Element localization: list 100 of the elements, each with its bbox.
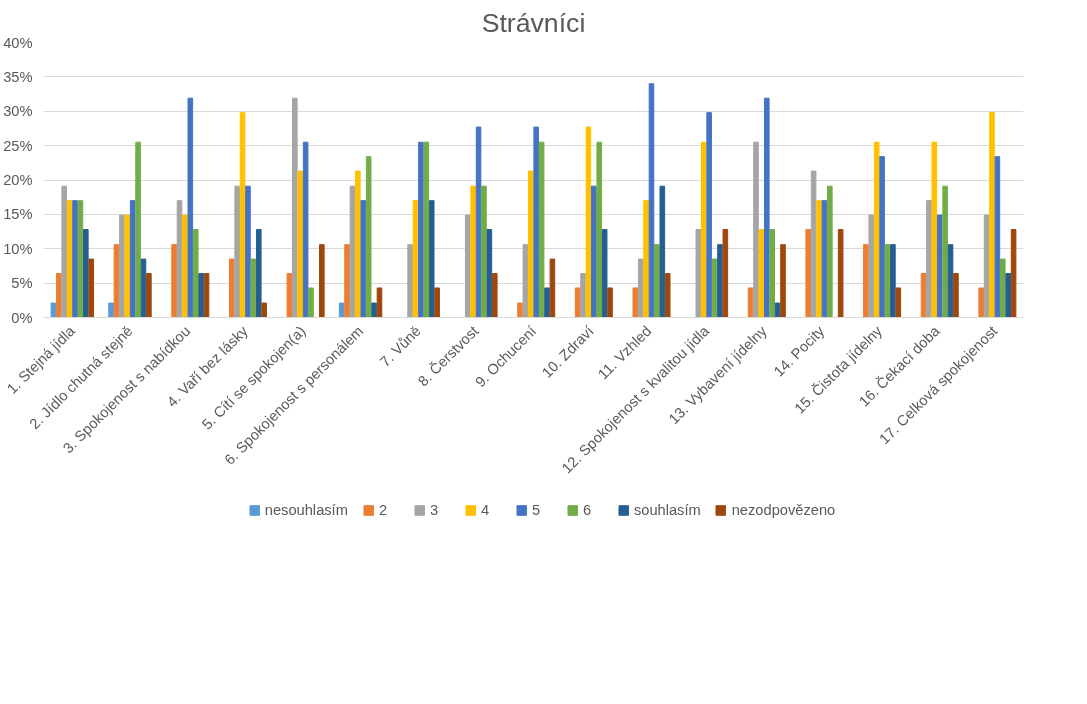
- bar: [475, 126, 482, 318]
- legend-label: 4: [480, 502, 491, 518]
- bar: [464, 214, 471, 318]
- bar: [250, 258, 257, 318]
- bar: [234, 185, 240, 318]
- bar: [1005, 273, 1011, 318]
- bar: [953, 273, 959, 318]
- bar: [302, 141, 309, 318]
- bar: [61, 185, 68, 318]
- bar: [879, 156, 885, 318]
- bar: [171, 244, 177, 318]
- bar: [481, 185, 487, 318]
- bar: [983, 214, 990, 318]
- bar: [827, 185, 833, 318]
- bar: [706, 112, 712, 318]
- bar: [999, 258, 1006, 318]
- legend-label: souhlasím: [633, 502, 701, 518]
- y-tick-label: 35%: [3, 68, 33, 85]
- bar: [50, 302, 57, 318]
- bar: [942, 185, 948, 318]
- bar: [1010, 229, 1017, 318]
- bar: [936, 214, 943, 318]
- bar: [585, 126, 592, 318]
- bar: [376, 287, 383, 318]
- bar: [88, 258, 95, 318]
- bar: [192, 229, 199, 318]
- bar: [805, 229, 812, 318]
- bar: [365, 156, 372, 318]
- bar: [549, 258, 556, 318]
- bar: [297, 170, 304, 318]
- bar: [607, 287, 613, 318]
- y-tick-label: 0%: [11, 309, 33, 326]
- bar: [423, 141, 430, 318]
- y-tick-label: 30%: [3, 103, 33, 120]
- bar: [146, 273, 152, 318]
- bar: [292, 97, 298, 318]
- bar: [355, 170, 361, 318]
- bar: [135, 141, 141, 318]
- legend-label: 3: [429, 502, 440, 518]
- bar: [198, 273, 204, 318]
- bar: [470, 185, 476, 318]
- bar: [780, 244, 786, 318]
- bar: [664, 273, 671, 318]
- bar: [187, 97, 194, 318]
- y-tick-label: 10%: [3, 240, 33, 257]
- bar: [763, 97, 770, 318]
- bar: [601, 229, 608, 318]
- bar: [895, 287, 902, 318]
- bar: [873, 141, 880, 318]
- y-tick-label: 20%: [3, 172, 33, 188]
- bar: [239, 112, 246, 318]
- bar: [758, 229, 765, 318]
- bar: [77, 200, 84, 318]
- bar: [544, 287, 550, 318]
- bar: [245, 185, 251, 318]
- y-tick-label: 15%: [3, 206, 33, 223]
- bar: [810, 170, 817, 318]
- legend-label: nesouhlasím: [264, 502, 348, 518]
- chart-title: Strávníci: [481, 7, 586, 38]
- bar: [837, 229, 844, 318]
- bar: [319, 244, 325, 318]
- bar: [428, 200, 435, 318]
- legend-label: nezodpovězeno: [731, 502, 836, 518]
- bar: [108, 302, 114, 318]
- bar: [596, 141, 603, 318]
- legend-label: 5: [531, 502, 542, 518]
- bar: [344, 244, 350, 318]
- bar: [308, 287, 314, 318]
- bar: [286, 273, 293, 318]
- y-tick-label: 5%: [11, 275, 33, 292]
- bar: [124, 214, 131, 318]
- bar: [407, 244, 413, 318]
- bar: [533, 126, 539, 318]
- bar: [261, 302, 267, 318]
- bar: [753, 141, 759, 318]
- bar: [643, 200, 649, 318]
- bar: [821, 200, 828, 318]
- bar: [338, 302, 345, 318]
- bar: [360, 200, 367, 318]
- bar: [722, 229, 729, 318]
- bar: [769, 229, 775, 318]
- bar: [434, 287, 440, 318]
- bar: [994, 156, 1001, 318]
- bar: [228, 258, 235, 318]
- bar: [255, 229, 262, 318]
- legend-label: 2: [378, 502, 389, 518]
- bar: [632, 287, 639, 318]
- legend-label: 6: [582, 502, 593, 518]
- bar: [574, 287, 581, 318]
- bar: [747, 287, 754, 318]
- bar: [989, 112, 995, 318]
- bar: [868, 214, 875, 318]
- bar: [83, 229, 89, 318]
- bar: [711, 258, 718, 318]
- bar: [774, 302, 781, 318]
- bar: [890, 244, 896, 318]
- bar: [637, 258, 644, 318]
- bar: [695, 229, 702, 318]
- bar: [978, 287, 984, 318]
- bar: [522, 244, 529, 318]
